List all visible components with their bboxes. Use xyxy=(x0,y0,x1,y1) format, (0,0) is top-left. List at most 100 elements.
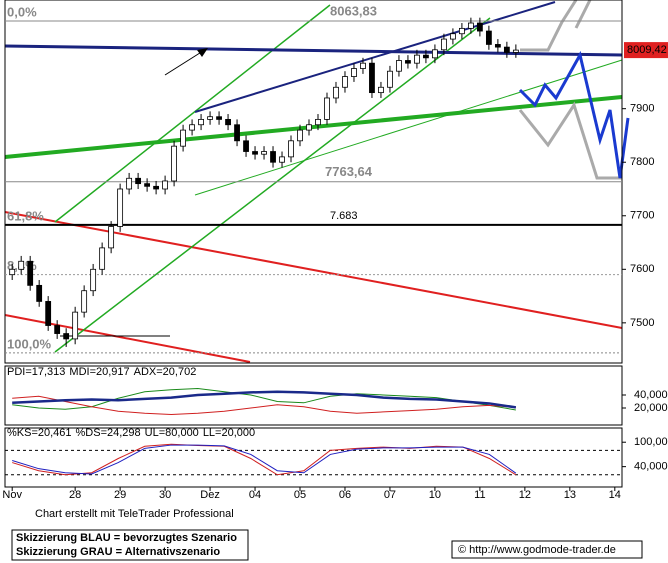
x-tick-label: 05 xyxy=(294,489,306,501)
fib-label: 0,0% xyxy=(7,4,37,19)
y-tick-label: 7700 xyxy=(630,210,654,222)
candle-body xyxy=(243,140,249,152)
legend-entry: %DS=24,298 xyxy=(76,427,141,439)
candle-body xyxy=(396,60,402,72)
fib-label: 100,0% xyxy=(7,336,52,351)
notes-box xyxy=(11,529,249,561)
candle-body xyxy=(171,145,177,182)
candle-body xyxy=(459,27,465,35)
indicator-line xyxy=(12,444,517,475)
candle-body xyxy=(207,116,213,120)
candle-body xyxy=(279,156,285,163)
level-label: 8063,83 xyxy=(330,3,377,18)
candle-body xyxy=(387,70,393,88)
candle-body xyxy=(432,49,438,59)
fib-label: 61,8% xyxy=(7,208,44,223)
candle-body xyxy=(450,33,456,40)
x-tick-label: 14 xyxy=(609,489,621,501)
candle-body xyxy=(27,260,34,286)
x-tick-label: 04 xyxy=(249,489,261,501)
x-tick-label: 11 xyxy=(474,489,485,501)
y-tick-label: 7600 xyxy=(630,263,654,275)
candle-body xyxy=(306,124,312,131)
x-tick-label: 07 xyxy=(384,489,396,501)
candle-body xyxy=(117,188,124,227)
legend-entry: %KS=20,461 xyxy=(7,427,72,439)
candle-body xyxy=(99,247,106,270)
candle-body xyxy=(378,86,384,94)
candle-body xyxy=(108,226,115,249)
candle-body xyxy=(297,129,303,142)
y-tick-label: 7800 xyxy=(630,156,654,168)
gray-scenario xyxy=(518,101,622,180)
candle-body xyxy=(485,30,492,45)
candle-body xyxy=(261,151,267,155)
x-tick-label: 10 xyxy=(429,489,441,501)
candle-body xyxy=(288,140,294,158)
y-tick-label: 7500 xyxy=(630,317,654,329)
candle-body xyxy=(126,177,133,190)
candle-body xyxy=(153,185,160,190)
copyright: © http://www.godmode-trader.de xyxy=(458,544,616,556)
candle-body xyxy=(441,38,447,51)
candle-body xyxy=(216,116,222,120)
y-tick-label: 100,000 xyxy=(634,436,668,448)
candle-body xyxy=(369,62,375,94)
candle-body xyxy=(144,183,151,187)
candle-body xyxy=(18,260,25,270)
candle-body xyxy=(333,86,339,99)
indicator-line xyxy=(12,395,516,416)
trend-line xyxy=(194,59,623,196)
legend-entry: ADX=20,702 xyxy=(134,366,197,378)
candle-body xyxy=(36,284,43,302)
candle-body xyxy=(414,54,420,64)
candle-body xyxy=(503,46,510,53)
trend-line xyxy=(4,211,623,329)
legend-entry: MDI=20,917 xyxy=(69,366,129,378)
candle-body xyxy=(162,180,168,190)
gray-scenario xyxy=(574,0,592,29)
candle-body xyxy=(360,62,366,69)
y-tick-label: 40,000 xyxy=(634,461,668,473)
y-tick-label: 20,000 xyxy=(634,402,668,414)
candle-body xyxy=(180,129,186,147)
x-tick-label: Nov xyxy=(2,489,22,501)
legend-entry: PDI=17,313 xyxy=(7,366,65,378)
gray-scenario xyxy=(520,0,578,52)
last-price-box xyxy=(624,42,668,59)
y-tick-label: 40,000 xyxy=(634,389,668,401)
copyright-box xyxy=(451,540,643,559)
candle-body xyxy=(512,49,519,53)
candle-body xyxy=(189,124,195,131)
candle-body xyxy=(467,22,474,29)
limit-label: LL=20,000 xyxy=(203,427,255,439)
channel-line xyxy=(54,4,331,223)
indicator-line xyxy=(12,443,517,476)
trend-line xyxy=(4,95,623,159)
candle-body xyxy=(315,118,321,126)
candle-body xyxy=(324,97,330,120)
level-label: 7.683 xyxy=(330,210,358,222)
candle-body xyxy=(225,118,231,126)
candle-body xyxy=(351,68,357,77)
x-tick-label: 30 xyxy=(159,489,171,501)
candle-body xyxy=(198,118,204,126)
candle-body xyxy=(72,311,79,340)
candle-body xyxy=(234,124,240,142)
candle-body xyxy=(476,22,483,32)
candle-body xyxy=(270,151,276,163)
note: Skizzierung GRAU = Alternativszenario xyxy=(16,546,220,558)
trend-line xyxy=(4,44,623,57)
y-tick-label: 7900 xyxy=(630,103,654,115)
level-label: 7763,64 xyxy=(325,164,373,179)
x-tick-label: 28 xyxy=(69,489,81,501)
indicator-line xyxy=(12,390,517,409)
last-price-label: 8009,42 xyxy=(627,44,667,56)
drawings xyxy=(4,0,630,363)
candle-body xyxy=(494,44,501,48)
blue-scenario xyxy=(518,50,630,179)
x-tick-label: 13 xyxy=(564,489,576,501)
arrow xyxy=(164,50,204,76)
